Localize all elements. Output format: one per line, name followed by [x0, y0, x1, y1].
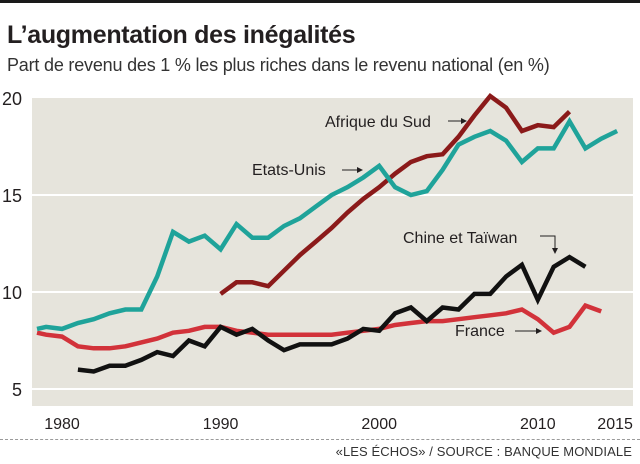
y-tick-label: 10 — [2, 283, 22, 303]
y-axis-ticks: 5 10 15 20 — [2, 89, 22, 400]
annotation-afrique-du-sud: Afrique du Sud — [325, 114, 431, 131]
top-rule — [0, 0, 640, 3]
annotation-france: France — [455, 323, 505, 340]
series-lines — [36, 93, 619, 374]
footer-divider — [0, 439, 640, 440]
y-tick-label: 5 — [12, 380, 22, 400]
chart-subtitle: Part de revenu des 1 % les plus riches d… — [7, 55, 550, 75]
series-line-chine-et-ta-wan — [77, 254, 587, 374]
x-tick-label: 2010 — [520, 416, 556, 433]
series-line-france — [36, 302, 602, 351]
arrow-chine-taiwan — [540, 235, 558, 254]
annotation-chine-taiwan: Chine et Taïwan — [403, 230, 517, 247]
x-tick-label: 2000 — [361, 416, 397, 433]
x-axis-ticks: 1980 1990 2000 2010 2015 — [44, 416, 633, 433]
y-tick-label: 15 — [2, 186, 22, 206]
chart-title: L’augmentation des inégalités — [7, 21, 356, 49]
x-tick-label: 1990 — [203, 416, 239, 433]
x-tick-label: 1980 — [44, 416, 80, 433]
series-line-etats-unis — [36, 116, 619, 332]
x-tick-label: 2015 — [597, 416, 633, 433]
plot-background — [32, 98, 633, 406]
y-tick-label: 20 — [2, 89, 22, 109]
series-line-afrique-du-sud — [219, 93, 572, 296]
line-chart: 5 10 15 20 1980 1990 2000 2010 2015 Afrique du … — [2, 89, 633, 433]
annotation-etats-unis: Etats-Unis — [252, 162, 326, 179]
source-credit: «LES ÉCHOS» / SOURCE : BANQUE MONDIALE — [335, 444, 632, 459]
